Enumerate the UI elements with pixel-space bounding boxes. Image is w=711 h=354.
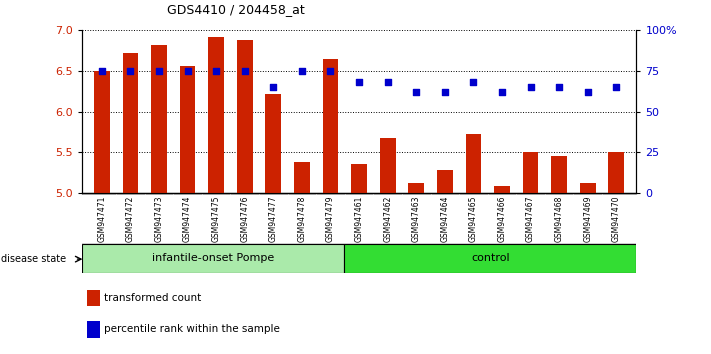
Text: GSM947469: GSM947469 bbox=[583, 195, 592, 242]
Bar bbox=[237, 40, 252, 193]
Text: GSM947470: GSM947470 bbox=[612, 195, 621, 242]
Bar bbox=[265, 93, 281, 193]
Text: GSM947464: GSM947464 bbox=[440, 195, 449, 242]
Bar bbox=[466, 134, 481, 193]
Text: GSM947466: GSM947466 bbox=[498, 195, 506, 242]
Text: transformed count: transformed count bbox=[104, 293, 201, 303]
Bar bbox=[437, 170, 453, 193]
Bar bbox=[122, 53, 138, 193]
Bar bbox=[151, 45, 167, 193]
Point bbox=[525, 84, 536, 90]
Bar bbox=[87, 290, 100, 307]
Bar bbox=[180, 66, 196, 193]
Point bbox=[439, 89, 451, 95]
Bar bbox=[294, 162, 310, 193]
Bar bbox=[380, 138, 395, 193]
Point bbox=[496, 89, 508, 95]
Bar bbox=[323, 58, 338, 193]
Point bbox=[267, 84, 279, 90]
Text: GSM947472: GSM947472 bbox=[126, 195, 135, 242]
Bar bbox=[551, 156, 567, 193]
Text: infantile-onset Pompe: infantile-onset Pompe bbox=[152, 253, 274, 263]
Text: GSM947461: GSM947461 bbox=[355, 195, 363, 242]
Text: disease state: disease state bbox=[1, 254, 66, 264]
Point bbox=[124, 68, 136, 74]
Point bbox=[410, 89, 422, 95]
Bar bbox=[523, 152, 538, 193]
Bar bbox=[344, 244, 636, 273]
Bar bbox=[494, 187, 510, 193]
Text: GSM947465: GSM947465 bbox=[469, 195, 478, 242]
Point bbox=[382, 79, 393, 85]
Point bbox=[296, 68, 308, 74]
Text: GSM947477: GSM947477 bbox=[269, 195, 278, 242]
Bar bbox=[580, 183, 596, 193]
Text: GSM947476: GSM947476 bbox=[240, 195, 250, 242]
Text: GSM947473: GSM947473 bbox=[154, 195, 164, 242]
Text: GSM947479: GSM947479 bbox=[326, 195, 335, 242]
Bar bbox=[208, 36, 224, 193]
Text: GDS4410 / 204458_at: GDS4410 / 204458_at bbox=[167, 3, 305, 16]
Text: GSM947475: GSM947475 bbox=[212, 195, 220, 242]
Text: GSM947467: GSM947467 bbox=[526, 195, 535, 242]
Bar bbox=[82, 244, 344, 273]
Point bbox=[353, 79, 365, 85]
Bar bbox=[87, 321, 100, 338]
Bar bbox=[609, 152, 624, 193]
Point bbox=[96, 68, 107, 74]
Text: GSM947463: GSM947463 bbox=[412, 195, 421, 242]
Text: percentile rank within the sample: percentile rank within the sample bbox=[104, 325, 280, 335]
Point bbox=[553, 84, 565, 90]
Text: control: control bbox=[471, 253, 510, 263]
Text: GSM947478: GSM947478 bbox=[297, 195, 306, 242]
Text: GSM947474: GSM947474 bbox=[183, 195, 192, 242]
Point bbox=[468, 79, 479, 85]
Bar bbox=[408, 183, 424, 193]
Text: GSM947471: GSM947471 bbox=[97, 195, 106, 242]
Point bbox=[210, 68, 222, 74]
Point bbox=[154, 68, 165, 74]
Point bbox=[182, 68, 193, 74]
Point bbox=[611, 84, 622, 90]
Point bbox=[582, 89, 594, 95]
Point bbox=[325, 68, 336, 74]
Point bbox=[239, 68, 250, 74]
Bar bbox=[351, 164, 367, 193]
Text: GSM947462: GSM947462 bbox=[383, 195, 392, 242]
Text: GSM947468: GSM947468 bbox=[555, 195, 564, 242]
Bar bbox=[94, 71, 109, 193]
